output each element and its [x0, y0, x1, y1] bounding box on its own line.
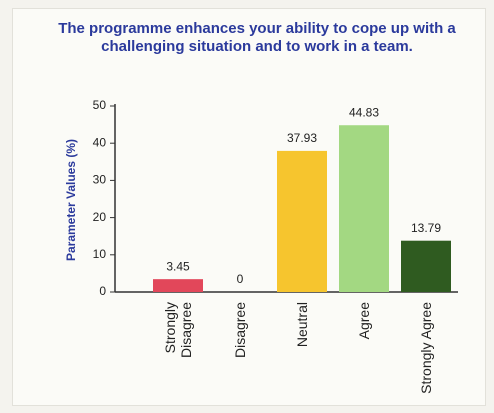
panel — [12, 8, 486, 406]
x-tick-label: Disagree — [232, 302, 248, 359]
value-label: 13.79 — [411, 221, 441, 235]
y-tick-label: 10 — [93, 247, 107, 261]
x-tick-label: Agree — [356, 302, 372, 340]
bar — [277, 150, 327, 292]
x-tick-label: Strongly Disagree — [162, 302, 194, 359]
value-label: 0 — [237, 272, 244, 286]
value-label: 3.45 — [166, 259, 190, 273]
x-tick-label: Strongly Agree — [418, 302, 434, 394]
y-tick-label: 0 — [99, 284, 106, 298]
x-tick-label: Neutral — [294, 302, 310, 348]
y-tick-label: 50 — [93, 98, 107, 112]
y-tick-label: 30 — [93, 173, 107, 187]
bar — [339, 125, 389, 293]
y-tick-label: 20 — [93, 210, 107, 224]
bar — [401, 240, 451, 292]
value-label: 44.83 — [349, 105, 379, 119]
bar — [153, 279, 203, 292]
y-axis-label: Parameter Values (%) — [64, 139, 78, 261]
chart-title: The programme enhances your ability to c… — [58, 20, 456, 55]
value-label: 37.93 — [287, 131, 317, 145]
y-tick-label: 40 — [93, 135, 107, 149]
